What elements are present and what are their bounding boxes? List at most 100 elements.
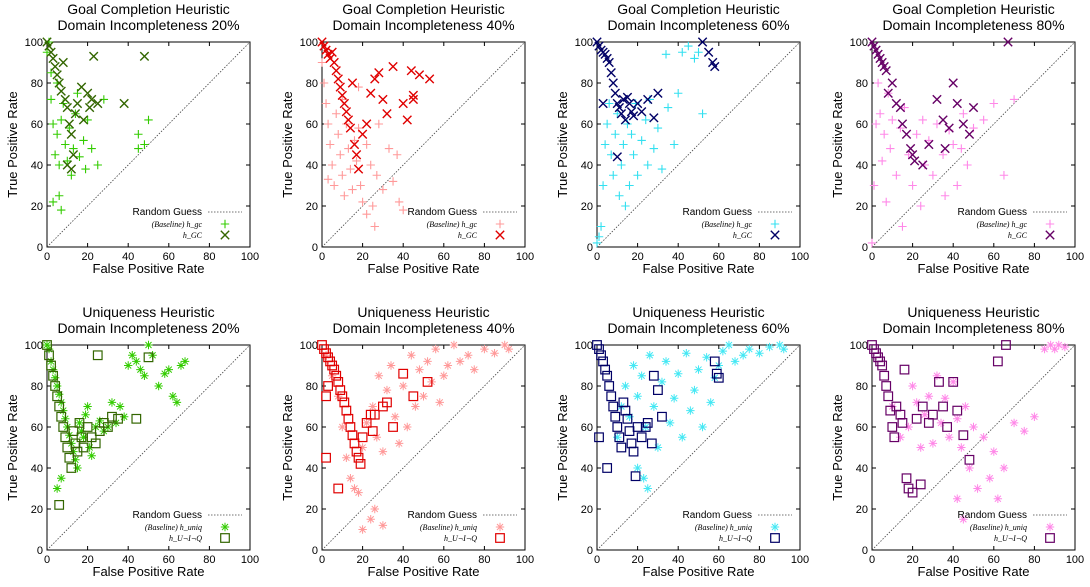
x-tick-label: 20 bbox=[81, 251, 93, 263]
data-point bbox=[319, 78, 329, 88]
data-point bbox=[332, 109, 341, 118]
x-tick-label: 0 bbox=[594, 251, 600, 263]
data-point bbox=[351, 150, 362, 160]
data-point bbox=[44, 41, 54, 51]
legend: Random Guess (Baseline) h_uniq h_U¬I¬Q bbox=[133, 510, 242, 543]
data-point bbox=[87, 451, 96, 460]
random-guess-line bbox=[321, 344, 526, 551]
data-point bbox=[779, 344, 788, 354]
data-point bbox=[641, 115, 650, 125]
data-point bbox=[52, 70, 62, 80]
data-point bbox=[710, 61, 720, 72]
data-point bbox=[357, 432, 368, 443]
data-point bbox=[917, 401, 928, 412]
y-tick-label: 60 bbox=[856, 422, 868, 434]
data-point bbox=[70, 109, 81, 119]
legend-series-label: h_U¬I¬Q bbox=[444, 534, 477, 543]
y-tick-label: 80 bbox=[856, 78, 868, 90]
data-point bbox=[335, 82, 345, 92]
data-point bbox=[79, 136, 88, 145]
data-point bbox=[424, 74, 435, 84]
data-point bbox=[408, 94, 419, 105]
data-point bbox=[382, 109, 392, 119]
data-point bbox=[331, 370, 342, 381]
x-tick-label: 40 bbox=[122, 554, 134, 566]
data-point bbox=[961, 402, 970, 411]
data-point bbox=[340, 191, 349, 200]
series-1 bbox=[321, 340, 513, 534]
y-axis-label: True Positive Rate bbox=[280, 394, 295, 500]
data-point bbox=[353, 452, 364, 463]
data-point bbox=[989, 99, 998, 108]
data-point bbox=[346, 164, 355, 174]
data-point bbox=[645, 351, 654, 360]
data-point bbox=[979, 433, 988, 442]
data-point bbox=[952, 98, 962, 109]
legend-series-marker bbox=[1045, 522, 1055, 532]
y-tick-label: 60 bbox=[581, 422, 593, 434]
data-point bbox=[648, 370, 659, 381]
data-point bbox=[90, 438, 101, 449]
data-point bbox=[366, 160, 375, 170]
y-tick-label: 100 bbox=[300, 340, 318, 352]
data-point bbox=[54, 500, 65, 510]
data-point bbox=[617, 160, 626, 170]
data-point bbox=[160, 369, 169, 378]
x-tick-label: 60 bbox=[713, 554, 725, 566]
data-point bbox=[653, 123, 663, 133]
data-point bbox=[912, 398, 921, 407]
legend-series-label: h_GC bbox=[458, 231, 478, 240]
chart-title-line-1: Goal Completion Heuristic bbox=[617, 1, 780, 17]
data-point bbox=[924, 136, 934, 145]
data-point bbox=[622, 92, 633, 103]
data-point bbox=[958, 119, 969, 129]
y-tick-label: 0 bbox=[587, 545, 593, 557]
data-point bbox=[709, 356, 720, 367]
data-point bbox=[504, 344, 513, 354]
data-point bbox=[1054, 340, 1063, 350]
data-point bbox=[323, 381, 333, 391]
data-point bbox=[337, 90, 347, 100]
series-2 bbox=[317, 37, 435, 174]
data-point bbox=[358, 197, 367, 207]
data-point bbox=[415, 365, 424, 374]
data-point bbox=[653, 88, 663, 98]
data-point bbox=[342, 453, 351, 462]
data-point bbox=[87, 144, 96, 153]
x-axis-label: False Positive Rate bbox=[918, 261, 1030, 276]
data-point bbox=[883, 88, 893, 98]
data-point bbox=[46, 47, 56, 57]
data-point bbox=[612, 422, 623, 432]
legend-series-label: (Baseline) h_gc bbox=[702, 220, 753, 229]
y-tick-label: 20 bbox=[31, 504, 43, 516]
y-tick-label: 100 bbox=[25, 340, 43, 352]
data-point bbox=[646, 438, 657, 449]
data-point bbox=[1009, 95, 1019, 104]
x-tick-label: 40 bbox=[947, 554, 959, 566]
x-axis-label: False Positive Rate bbox=[368, 564, 480, 579]
y-tick-label: 0 bbox=[312, 545, 318, 557]
y-tick-label: 0 bbox=[37, 545, 43, 557]
data-point bbox=[674, 369, 683, 378]
data-point bbox=[1020, 426, 1029, 436]
legend-series-label: (Baseline) h_gc bbox=[977, 220, 1028, 229]
data-point bbox=[594, 432, 604, 443]
data-point bbox=[48, 119, 58, 129]
data-point bbox=[909, 156, 920, 166]
data-point bbox=[992, 356, 1003, 367]
data-point bbox=[682, 349, 691, 358]
data-point bbox=[629, 361, 638, 370]
series-1 bbox=[867, 78, 1019, 248]
data-point bbox=[52, 391, 63, 402]
data-point bbox=[333, 74, 343, 84]
data-point bbox=[56, 411, 67, 422]
legend-random-guess-label: Random Guess bbox=[683, 510, 752, 521]
chart-title-line-2: Domain Incompleteness 60% bbox=[607, 320, 789, 336]
data-point bbox=[702, 353, 711, 362]
data-point bbox=[973, 484, 982, 493]
data-point bbox=[374, 68, 384, 78]
chart-title-line-1: Uniqueness Heuristic bbox=[357, 304, 489, 320]
x-axis-label: False Positive Rate bbox=[643, 261, 755, 276]
data-point bbox=[353, 164, 364, 174]
legend-series-label: h_GC bbox=[1008, 231, 1028, 240]
